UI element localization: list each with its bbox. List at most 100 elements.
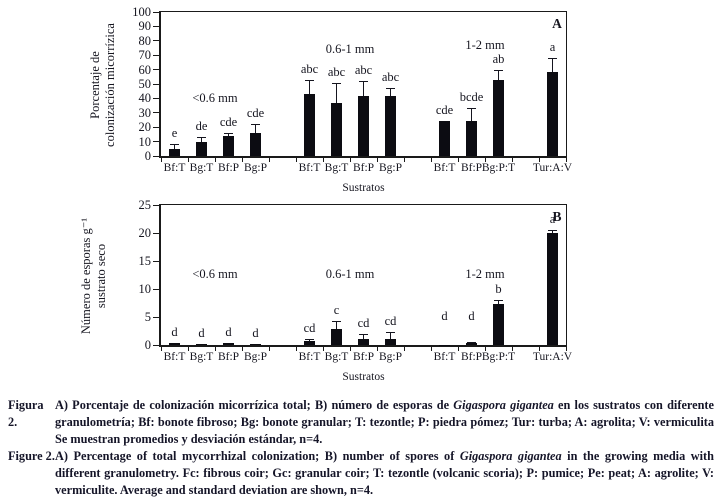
significance-letter: d: [225, 325, 232, 340]
significance-letter: d: [252, 326, 259, 341]
significance-letter: cd: [384, 314, 397, 329]
x-tick-label: Bf:T: [298, 351, 321, 363]
x-tick-label: Bf:T: [433, 162, 456, 174]
y-axis-tick: [153, 344, 159, 346]
bar: [196, 343, 207, 345]
x-axis-tick: [377, 158, 378, 162]
y-tick-label: 20: [138, 226, 152, 240]
x-axis-tick: [512, 158, 513, 162]
x-tick-label: Bg:T: [189, 162, 214, 174]
y-axis-tick: [153, 40, 159, 42]
significance-letter: ab: [492, 51, 505, 66]
y-tick-label: 10: [138, 282, 152, 296]
y-axis-tick: [153, 232, 159, 234]
error-whisker-cap: [494, 299, 503, 301]
significance-letter: abc: [381, 70, 400, 85]
y-tick-label: 90: [138, 19, 152, 34]
caption-text: A) Porcentaje de colonización micorrízic…: [55, 398, 714, 446]
error-whisker-cap: [224, 132, 233, 134]
error-whisker: [363, 81, 364, 96]
figure-charts-area: 0 10 20 30 40 50 60 70 80 90 100 e Bf:T de Bg:T cde Bf:P…: [79, 5, 573, 383]
x-tick-label: Bg:P: [378, 162, 402, 174]
x-tick-label: Bg:P: [378, 351, 402, 363]
x-axis-tick: [323, 347, 324, 351]
x-tick-label: Bf:P: [352, 351, 375, 363]
granulometry-group-label: 0.6-1 mm: [325, 266, 375, 281]
bar: [304, 94, 315, 156]
significance-letter: c: [333, 302, 340, 317]
error-whisker-cap: [386, 88, 395, 90]
significance-letter: d: [198, 325, 205, 340]
x-axis-tick: [431, 158, 432, 162]
significance-letter: cde: [435, 103, 454, 118]
error-whisker-cap: [251, 124, 260, 126]
x-axis-tick: [404, 158, 405, 162]
bar: [385, 95, 396, 156]
error-whisker: [363, 334, 364, 340]
error-whisker: [498, 299, 499, 305]
error-whisker: [174, 144, 175, 149]
y-axis-tick: [153, 54, 159, 56]
y-tick-label: 80: [138, 33, 152, 48]
x-axis-tick: [296, 347, 297, 351]
error-whisker-cap: [197, 137, 206, 139]
y-tick-label: 30: [138, 105, 152, 120]
x-tick-label: Bf:P: [352, 162, 375, 174]
significance-letter: cde: [246, 106, 265, 121]
x-tick-label: Bf:P: [217, 351, 240, 363]
significance-letter: abc: [354, 63, 373, 78]
y-axis-tick: [153, 288, 159, 290]
y-tick-label: 0: [144, 149, 151, 163]
y-axis-label: Porcentaje de colonización micorrízica: [88, 23, 117, 147]
x-tick-label: Bf:P: [460, 162, 483, 174]
bar: [547, 72, 558, 156]
y-axis-tick: [153, 97, 159, 99]
x-axis-tick: [485, 158, 486, 162]
caption-entry: Figure 2. A) Percentage of total mycorrhi…: [8, 448, 714, 499]
significance-letter: a: [549, 40, 556, 55]
significance-letter: abc: [327, 64, 346, 79]
bar: [331, 329, 342, 345]
caption-figure-label: Figure 2.: [8, 449, 55, 463]
panel-letter: B: [552, 209, 562, 224]
error-whisker: [552, 230, 553, 233]
x-axis-tick: [539, 158, 540, 162]
bar: [331, 102, 342, 156]
x-axis-tick: [566, 347, 567, 351]
error-whisker-cap: [548, 230, 557, 232]
error-whisker-cap: [494, 69, 503, 71]
x-axis-tick: [269, 347, 270, 351]
x-tick-label: Bg:P:T: [481, 162, 516, 174]
bar: [250, 344, 261, 345]
y-axis-tick: [153, 260, 159, 262]
bar: [169, 148, 180, 156]
bar: [223, 135, 234, 156]
x-axis-tick: [188, 158, 189, 162]
significance-letter: cd: [303, 321, 316, 336]
significance-letter: d: [171, 324, 178, 339]
x-axis-tick: [215, 347, 216, 351]
error-whisker-cap: [305, 79, 314, 81]
y-tick-label: 15: [138, 254, 152, 268]
x-tick-label: Bf:P: [217, 162, 240, 174]
significance-letter: a: [549, 212, 556, 227]
significance-letter: e: [171, 126, 178, 141]
significance-letter: b: [495, 281, 502, 296]
y-tick-label: 40: [138, 91, 152, 106]
significance-letter: cd: [357, 316, 370, 331]
error-whisker: [336, 320, 337, 330]
bar: [358, 339, 369, 345]
bar: [466, 121, 477, 156]
x-axis-tick: [188, 347, 189, 351]
error-whisker: [336, 82, 337, 103]
y-tick-label: 50: [138, 77, 152, 91]
x-axis-tick: [539, 347, 540, 351]
x-axis-tick: [296, 158, 297, 162]
x-axis-tick: [350, 347, 351, 351]
x-tick-label: Tur:A:V: [532, 162, 573, 174]
x-axis-tick: [404, 347, 405, 351]
bar: [358, 95, 369, 156]
y-axis-tick: [153, 126, 159, 128]
error-whisker: [228, 132, 229, 136]
x-axis-tick: [323, 158, 324, 162]
